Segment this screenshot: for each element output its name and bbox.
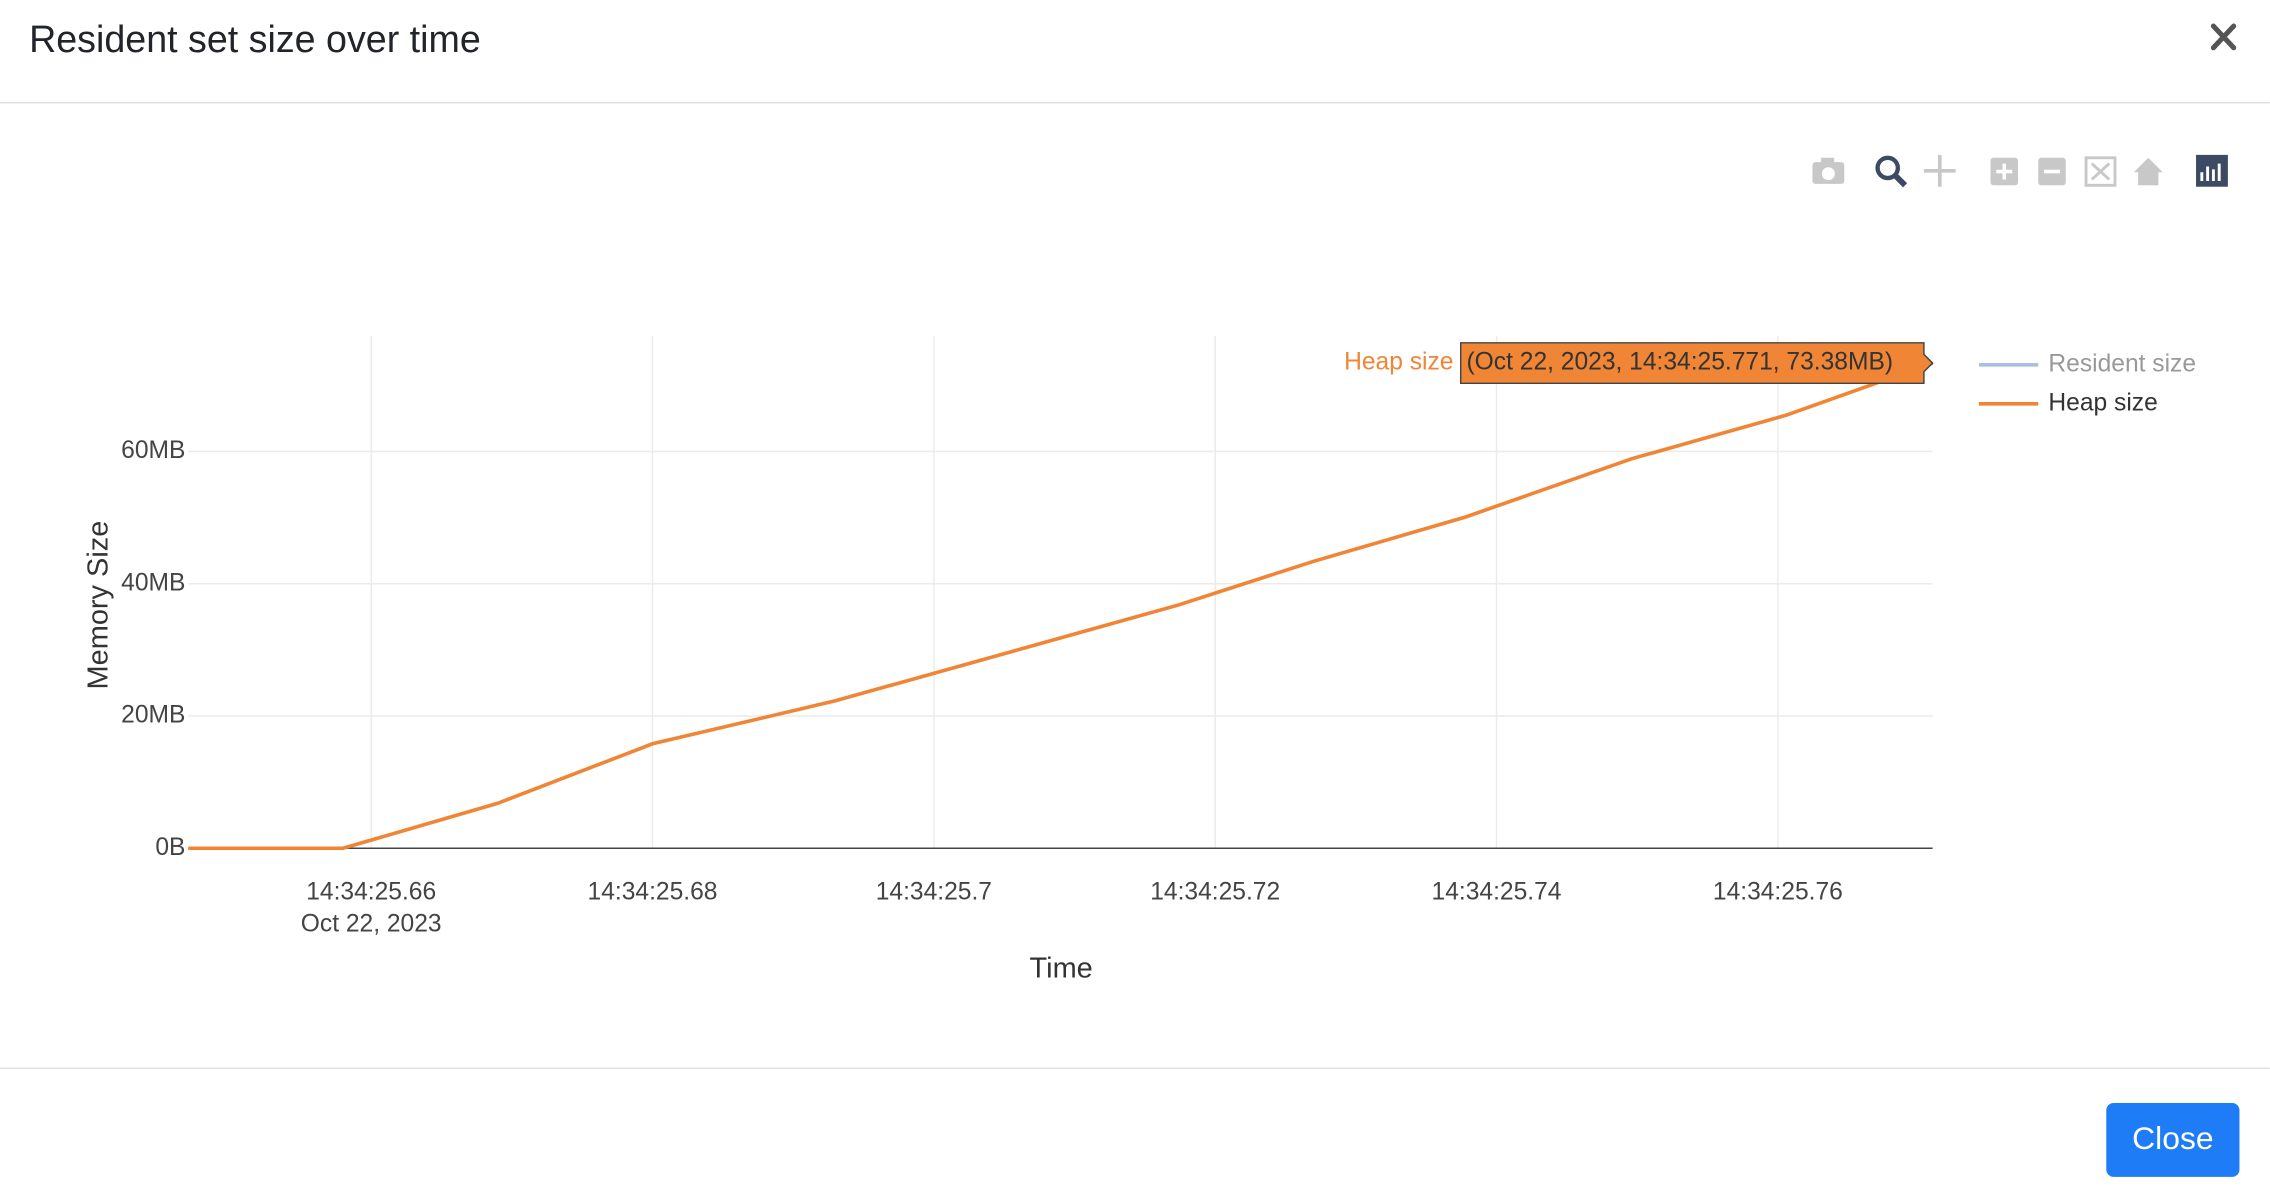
x-tick-label: 14:34:25.7 <box>876 879 992 906</box>
x-tick-label: 14:34:25.74 <box>1432 879 1562 906</box>
pan-icon[interactable] <box>1923 154 1956 187</box>
zoom-out-icon[interactable] <box>2038 157 2066 186</box>
camera-icon[interactable] <box>1812 157 1845 184</box>
plotly-logo[interactable] <box>2196 154 2228 187</box>
zoom-in-icon[interactable] <box>1990 157 2018 186</box>
hover-box <box>1459 342 1934 385</box>
toolbar <box>1812 154 2228 188</box>
reset-icon[interactable] <box>2133 157 2163 186</box>
close-button[interactable]: Close <box>2106 1103 2240 1177</box>
hover-name: Heap size <box>1344 349 1453 376</box>
x-tick-label: 14:34:25.72 <box>1150 879 1280 906</box>
y-tick-label: 20MB <box>121 702 185 729</box>
y-tick-label: 0B <box>155 834 185 861</box>
modal-title: Resident set size over time <box>29 18 481 60</box>
hover-text: (Oct 22, 2023, 14:34:25.771, 73.38MB) <box>1466 349 1893 376</box>
x-tick-label: 14:34:25.68 <box>588 879 718 906</box>
y-tick-label: 40MB <box>121 569 185 596</box>
y-axis-title: Memory Size <box>83 521 115 690</box>
x-tick-label: 14:34:25.76 <box>1713 879 1843 906</box>
zoom-icon[interactable] <box>1875 155 1908 188</box>
close-button-label[interactable]: Close <box>2132 1120 2213 1156</box>
legend-label[interactable]: Resident size <box>2048 350 2196 377</box>
data-line <box>188 361 1934 851</box>
autoscale-icon[interactable] <box>2084 156 2117 187</box>
close-icon[interactable] <box>2210 23 2237 51</box>
legend-label[interactable]: Heap size <box>2048 389 2157 416</box>
y-tick-label: 60MB <box>121 437 185 464</box>
x-tick-label: 14:34:25.66 <box>306 879 436 906</box>
close-button-bg[interactable] <box>2106 1103 2240 1177</box>
x-axis-title: Time <box>1030 952 1093 984</box>
x-tick-sublabel: Oct 22, 2023 <box>301 910 442 937</box>
